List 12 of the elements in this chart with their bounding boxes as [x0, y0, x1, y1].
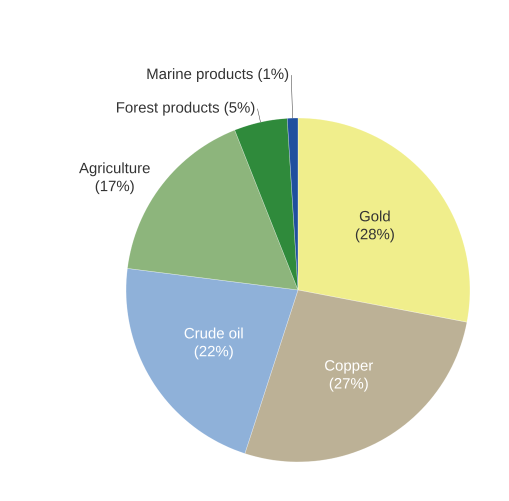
slice-label: Crude oil [184, 328, 243, 338]
data-label: (1%) [258, 68, 288, 82]
slice-label: Agriculture [79, 162, 150, 176]
slice-label: Copper [325, 360, 374, 374]
data-label: (22%) [194, 345, 233, 360]
data-label: (5%) [224, 102, 254, 116]
data-label: (28%) [356, 228, 394, 242]
slice-label: Gold [360, 210, 390, 222]
slice-label: Marine products [147, 68, 253, 82]
slice-label: Forest products [116, 102, 220, 116]
data-label: (17%) [96, 180, 134, 194]
data-label: (27%) [330, 378, 368, 392]
